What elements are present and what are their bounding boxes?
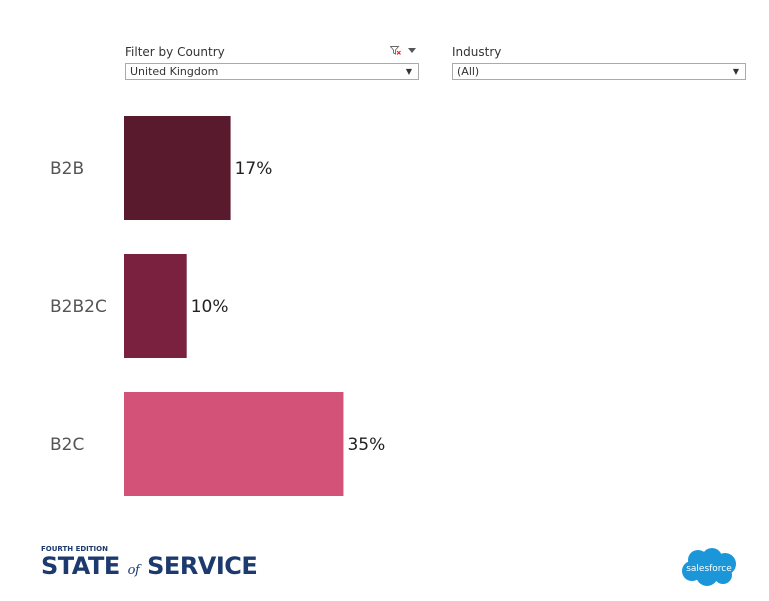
country-select[interactable]: United Kingdom ▼ [125,63,419,80]
industry-filter-label: Industry [452,45,502,59]
dropdown-arrow-icon: ▼ [732,67,739,76]
bar-b2b2c[interactable] [124,254,187,358]
state-of-service-title: STATE of SERVICE [41,552,258,583]
value-label: 35% [347,435,385,455]
industry-select[interactable]: (All) ▼ [452,63,746,80]
title-part2: SERVICE [147,552,258,580]
bar-chart: B2B 17% B2B2C 10% B2C 35% [50,116,385,496]
bar-b2c[interactable] [124,392,344,496]
category-label: B2C [50,435,84,455]
country-select-value: United Kingdom [130,65,219,78]
bar-b2b[interactable] [124,116,231,220]
industry-select-value: (All) [457,65,480,78]
title-of: of [127,563,140,578]
filter-tools [389,46,417,57]
country-filter: Filter by Country United Kingdom ▼ [125,45,419,81]
country-filter-label: Filter by Country [125,45,225,59]
funnel-clear-icon[interactable] [389,46,402,56]
value-label: 17% [235,159,273,179]
title-part1: STATE [41,552,120,580]
salesforce-logo: salesforce [680,547,738,591]
dropdown-arrow-icon: ▼ [405,67,412,76]
salesforce-cloud-icon: salesforce [682,548,736,586]
value-label: 10% [191,297,229,317]
category-label: B2B2C [50,297,107,317]
category-label: B2B [50,159,84,179]
caret-down-icon[interactable] [408,48,417,54]
state-of-service-logo: FOURTH EDITION STATE of SERVICE [41,545,258,583]
industry-filter: Industry (All) ▼ [452,45,746,81]
salesforce-wordmark: salesforce [686,564,732,574]
edition-text: FOURTH EDITION [41,545,108,553]
